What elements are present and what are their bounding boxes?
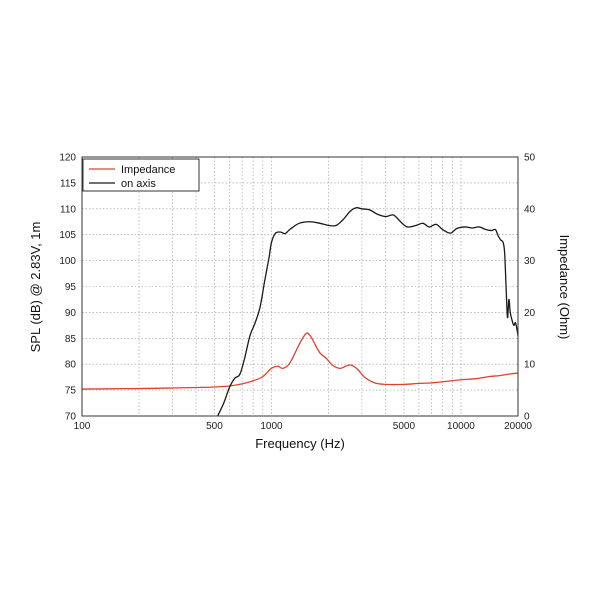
right-y-tick-label: 50 [524,153,536,164]
x-tick-label: 20000 [504,421,532,432]
left-y-tick-label: 115 [60,178,76,189]
left-y-tick-label: 85 [65,334,77,345]
left-y-tick-label: 105 [59,230,76,241]
x-axis-title: Frequency (Hz) [255,436,345,451]
left-y-tick-label: 100 [59,256,76,267]
right-y-tick-label: 20 [524,308,536,319]
right-y-tick-label: 30 [524,256,536,267]
left-y-tick-label: 75 [65,386,77,397]
left-y-tick-label: 120 [59,153,76,164]
x-tick-label: 100 [74,421,91,432]
series-line-on-axis [217,207,519,417]
series-line-impedance [81,332,519,390]
plot-frame [81,156,519,417]
left-y-tick-label: 90 [65,308,77,319]
x-tick-label: 500 [206,421,223,432]
right-y-tick-label: 0 [524,412,530,423]
left-y-tick-label: 70 [65,412,77,423]
legend-label-on-axis: on axis [121,178,156,190]
left-y-axis-title: SPL (dB) @ 2.83V, 1m [28,222,43,353]
left-y-tick-label: 110 [60,204,76,215]
right-y-axis-title: Impedance (Ohm) [557,235,572,340]
legend-box [82,158,200,192]
series-layer [81,207,519,417]
right-y-tick-label: 40 [524,204,536,215]
x-tick-label: 10000 [447,421,475,432]
left-y-tick-label: 95 [65,282,77,293]
grid-lines [82,157,518,416]
right-y-tick-label: 10 [524,360,536,371]
legend: Impedance on axis [82,158,200,192]
x-tick-label: 1000 [260,421,283,432]
tick-labels: 100 500 1000 5000 10000 200007075808590951001… [59,153,535,433]
legend-label-impedance: Impedance [121,164,175,176]
x-tick-label: 5000 [393,421,416,432]
left-y-tick-label: 80 [65,360,77,371]
